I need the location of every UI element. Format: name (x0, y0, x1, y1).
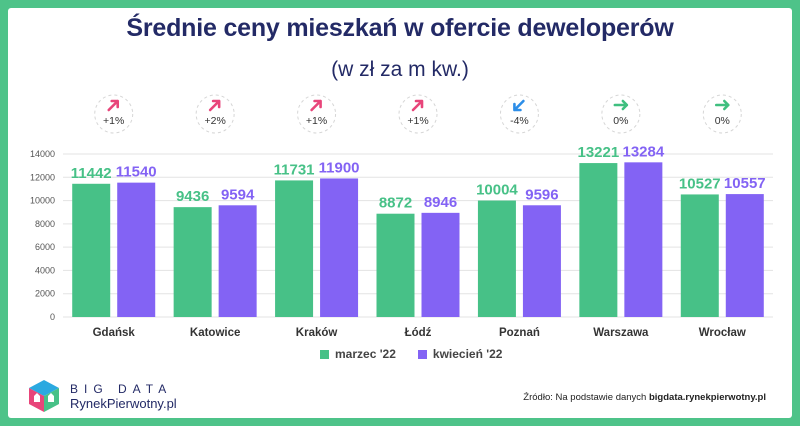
arrow-up-icon (310, 99, 322, 112)
data-label: 8946 (424, 194, 457, 211)
x-tick-label: Kraków (296, 327, 338, 339)
chart-card: Średnie ceny mieszkań w ofercie dewelope… (8, 8, 792, 418)
data-label: 10004 (476, 182, 518, 199)
x-tick-label: Warszawa (593, 327, 649, 339)
bar-april (725, 194, 764, 317)
bar-chart: 0 2000 4000 6000 8000 10000 12000 14000 11442 115… (30, 94, 773, 339)
y-tick-label: 2000 (35, 289, 55, 299)
x-tick-label: Katowice (190, 327, 241, 339)
bar-april (421, 212, 460, 317)
logo-line-2: RynekPierwotny.pl (70, 395, 177, 411)
arrow-right-icon (613, 99, 629, 111)
data-label: 9594 (221, 186, 255, 203)
legend-label-april: kwiecień '22 (432, 347, 503, 361)
source-note: Źródło: Na podstawie danych bigdata.ryne… (523, 392, 766, 403)
change-label: 0% (715, 115, 730, 127)
change-circle (398, 94, 438, 134)
change-label: +2% (204, 115, 225, 127)
y-tick-label: 0 (50, 312, 55, 322)
y-tick-label: 8000 (35, 219, 55, 229)
bar-march (376, 213, 415, 317)
legend-label-march: marzec '22 (335, 347, 396, 361)
x-tick-label: Wrocław (699, 327, 746, 339)
legend-item-april: kwiecień '22 (417, 347, 503, 361)
legend-item-march: marzec '22 (320, 347, 396, 361)
source-link-text: bigdata.rynekpierwotny.pl (648, 392, 766, 403)
chart-legend: marzec '22 kwiecień '22 (320, 347, 502, 361)
legend-swatch-april (417, 349, 427, 359)
data-label: 11900 (319, 159, 360, 176)
change-circle (499, 94, 539, 134)
bar-april (522, 205, 561, 317)
y-tick-label: 10000 (30, 196, 55, 206)
bar-april (320, 178, 359, 317)
house-cube-icon (29, 380, 59, 412)
arrow-up-icon (107, 99, 120, 112)
chart-title: Średnie ceny mieszkań w ofercie dewelope… (126, 14, 674, 42)
source-prefix: Źródło: Na podstawie danych (523, 392, 649, 403)
change-label: +1% (103, 115, 124, 127)
data-label: 9596 (525, 186, 558, 203)
bar-march (680, 194, 719, 317)
chart-subtitle: (w zł za m kw.) (331, 58, 469, 81)
x-tick-label: Gdańsk (93, 327, 136, 339)
logo-line-1: BIG DATA (70, 381, 173, 396)
data-label: 11540 (116, 164, 157, 181)
bar-march (275, 180, 314, 317)
change-circle (702, 94, 742, 134)
arrow-down-icon (513, 99, 525, 112)
arrow-up-icon (208, 99, 221, 112)
bar-march (477, 200, 516, 317)
change-circle (601, 94, 641, 134)
data-label: 10557 (724, 175, 766, 192)
arrow-up-icon (411, 99, 424, 112)
change-circle (297, 94, 337, 134)
legend-swatch-march (320, 349, 329, 359)
bar-april (624, 162, 663, 317)
x-tick-label: Poznań (499, 327, 540, 339)
data-label: 8872 (379, 195, 412, 212)
bar-march (579, 163, 618, 317)
change-label: -4% (510, 115, 529, 127)
change-circle (94, 94, 134, 134)
arrow-right-icon (714, 99, 730, 111)
bar-april (117, 182, 156, 317)
data-label: 11442 (71, 165, 112, 182)
data-label: 11731 (274, 161, 315, 178)
change-label: 0% (613, 115, 628, 127)
x-tick-label: Łódź (405, 327, 432, 339)
data-label: 10527 (679, 175, 721, 192)
y-tick-label: 14000 (30, 149, 55, 159)
y-tick-label: 12000 (30, 172, 55, 182)
y-tick-label: 4000 (35, 265, 55, 275)
data-label: 9436 (176, 188, 209, 205)
data-label: 13221 (577, 144, 619, 161)
bar-march (72, 183, 111, 317)
y-tick-label: 6000 (35, 242, 55, 252)
change-circle (195, 94, 235, 134)
brand-logo: BIG DATA RynekPierwotny.pl (26, 378, 177, 414)
change-label: +1% (306, 115, 327, 127)
bar-march (173, 207, 212, 317)
change-label: +1% (407, 115, 428, 127)
bar-april (218, 205, 257, 317)
data-label: 13284 (622, 143, 664, 160)
